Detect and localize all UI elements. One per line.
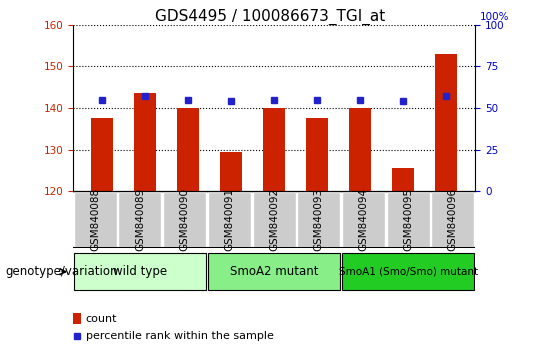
Bar (220, 152, 242, 191)
Text: GSM840089: GSM840089 (135, 188, 145, 251)
Text: GSM840093: GSM840093 (314, 188, 324, 251)
Text: GSM840094: GSM840094 (359, 188, 368, 251)
FancyBboxPatch shape (431, 192, 474, 247)
Bar (91, 118, 113, 191)
FancyBboxPatch shape (74, 192, 117, 247)
FancyBboxPatch shape (387, 192, 430, 247)
Text: wild type: wild type (113, 265, 167, 278)
Text: percentile rank within the sample: percentile rank within the sample (85, 331, 273, 341)
Bar (393, 168, 414, 191)
FancyBboxPatch shape (342, 192, 385, 247)
Text: GSM840088: GSM840088 (90, 188, 100, 251)
FancyBboxPatch shape (74, 253, 206, 290)
FancyBboxPatch shape (163, 192, 206, 247)
Text: SmoA1 (Smo/Smo) mutant: SmoA1 (Smo/Smo) mutant (339, 267, 478, 277)
Bar (435, 54, 457, 191)
FancyBboxPatch shape (253, 192, 295, 247)
FancyBboxPatch shape (342, 253, 474, 290)
Text: GDS4495 / 100086673_TGI_at: GDS4495 / 100086673_TGI_at (155, 9, 385, 25)
Bar (73, 313, 82, 324)
FancyBboxPatch shape (118, 192, 161, 247)
Bar (134, 93, 156, 191)
Text: GSM840090: GSM840090 (180, 188, 190, 251)
Text: 100%: 100% (480, 12, 509, 22)
Text: GSM840096: GSM840096 (448, 188, 458, 251)
Bar (349, 108, 371, 191)
Text: count: count (85, 314, 117, 324)
Bar (177, 108, 199, 191)
Text: GSM840095: GSM840095 (403, 188, 413, 251)
FancyBboxPatch shape (208, 253, 340, 290)
Text: GSM840091: GSM840091 (224, 188, 234, 251)
Text: genotype/variation: genotype/variation (5, 265, 118, 278)
Text: GSM840092: GSM840092 (269, 188, 279, 251)
FancyBboxPatch shape (298, 192, 340, 247)
Text: SmoA2 mutant: SmoA2 mutant (230, 265, 318, 278)
Bar (264, 108, 285, 191)
Bar (306, 118, 328, 191)
FancyBboxPatch shape (208, 192, 251, 247)
